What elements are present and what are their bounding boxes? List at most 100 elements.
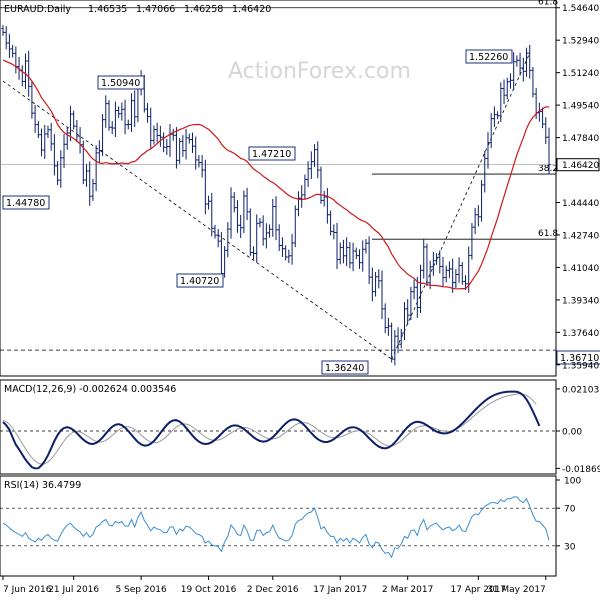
price-bar	[296, 191, 301, 217]
price-y-tick-label: 1.46420	[562, 161, 599, 171]
price-bar	[521, 57, 525, 82]
price-bar	[290, 234, 294, 265]
price-bar	[206, 195, 211, 210]
price-bar	[348, 242, 352, 269]
price-panel-frame	[0, 0, 557, 377]
price-bar	[441, 256, 445, 288]
price-bar	[245, 187, 249, 221]
price-bar	[351, 242, 355, 272]
annotation-label: 1.44780	[6, 198, 45, 209]
price-bar	[345, 237, 349, 267]
price-bar	[361, 240, 365, 272]
price-bar	[30, 80, 34, 119]
price-bar	[531, 66, 535, 98]
price-bar	[380, 270, 384, 320]
price-bar	[293, 205, 297, 248]
price-bar	[203, 159, 207, 215]
price-bar	[197, 155, 201, 168]
x-tick-label: 17 Apr 2017	[451, 585, 507, 595]
price-bar	[43, 125, 47, 159]
annotation-label: 1.47210	[252, 149, 291, 160]
price-bar	[486, 132, 490, 169]
rsi-y-tick-label: 70	[564, 505, 576, 515]
price-bar	[49, 122, 53, 151]
ohlc-open: 1.46535	[88, 4, 127, 15]
price-bar	[274, 196, 278, 241]
annotation-box	[465, 49, 513, 64]
price-bar	[505, 77, 509, 100]
price-annotation: 1.52260	[465, 49, 513, 64]
price-bar	[489, 113, 493, 149]
price-bar	[242, 190, 246, 234]
price-bar	[152, 125, 156, 145]
price-bar	[36, 121, 40, 139]
price-y-tick-label: 1.44440	[562, 199, 599, 209]
price-bar	[33, 104, 37, 133]
price-bar	[123, 99, 127, 135]
price-bar	[476, 205, 480, 227]
price-bar	[194, 136, 198, 170]
x-tick-label: 2 Mar 2017	[382, 585, 433, 595]
rsi-panel-title: RSI(14) 36.4799	[4, 480, 81, 491]
price-bar	[190, 132, 195, 154]
rsi-line	[0, 496, 556, 559]
price-bar	[393, 330, 397, 366]
price-bar	[418, 264, 423, 314]
price-bar	[23, 53, 28, 90]
price-bar	[412, 279, 416, 300]
up-trendline	[391, 53, 531, 360]
price-bar	[232, 192, 236, 213]
price-bar	[508, 73, 513, 89]
price-bar	[56, 161, 60, 185]
price-bar	[338, 242, 342, 265]
fib-level-label: 38.2	[538, 164, 558, 174]
price-bar	[390, 322, 394, 363]
price-bar	[383, 303, 387, 334]
annotation-label: 1.36240	[325, 363, 364, 374]
price-bar	[271, 198, 275, 237]
price-bar	[184, 128, 188, 160]
macd-lines	[0, 390, 556, 470]
price-bar	[332, 224, 336, 240]
price-y-tick-label: 1.41040	[562, 264, 599, 274]
price-bar	[62, 133, 66, 169]
price-bar	[303, 174, 307, 200]
price-bar	[518, 52, 522, 76]
price-bar	[309, 151, 313, 180]
x-tick-label: 7 Jun 2016	[3, 585, 52, 595]
price-bar	[264, 223, 268, 249]
price-bar	[267, 224, 272, 238]
price-annotation: 1.44780	[2, 195, 50, 210]
macd-y-tick-label: 0.00	[562, 428, 582, 438]
ohlc-close: 1.46420	[232, 4, 271, 15]
price-bar	[402, 302, 407, 341]
price-bar	[434, 253, 439, 265]
price-y-axis: 1.54640 1.52940 1.51240 1.49540 1.47840 1.464…	[556, 4, 600, 371]
price-bar	[187, 133, 191, 144]
price-bar	[524, 47, 529, 77]
price-bar	[373, 271, 378, 297]
price-bar	[88, 161, 92, 206]
price-bar	[499, 82, 503, 123]
price-bar	[367, 236, 371, 285]
price-bar	[329, 210, 333, 236]
price-bar	[178, 137, 182, 164]
price-bar	[547, 127, 551, 175]
price-bar	[386, 317, 391, 336]
price-bar	[325, 188, 329, 224]
price-bar	[280, 237, 285, 257]
price-bar	[396, 327, 400, 354]
price-bar	[496, 111, 500, 120]
current-price-box	[556, 158, 600, 172]
price-bar	[335, 222, 339, 270]
price-annotation: 1.36710	[556, 350, 600, 365]
price-bar	[319, 166, 323, 204]
price-bar	[7, 34, 12, 58]
price-bar	[113, 101, 118, 137]
price-y-tick-label: 1.54640	[562, 4, 599, 14]
x-tick-label: 5 Sep 2016	[115, 585, 167, 595]
down-trendline	[2, 80, 392, 360]
macd-panel-frame	[0, 379, 557, 475]
